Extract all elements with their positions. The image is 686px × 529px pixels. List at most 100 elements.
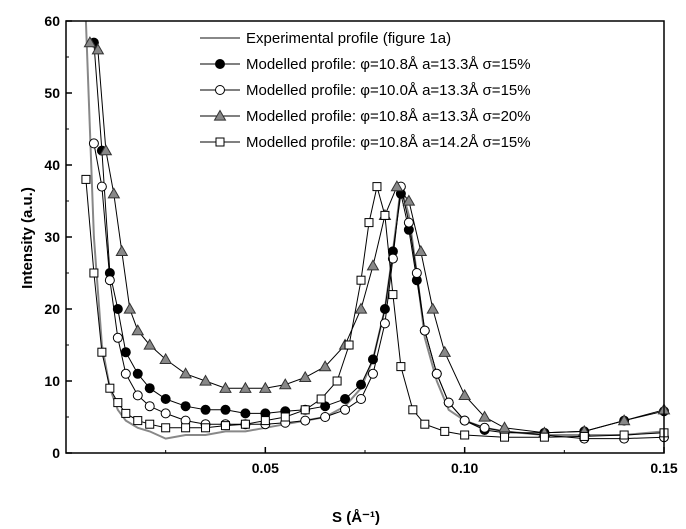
legend-entry: Modelled profile: φ=10.0Å a=13.3Å σ=15%: [200, 82, 531, 99]
legend-swatch-marker: [213, 109, 227, 121]
x-tick-label: 0.10: [451, 460, 478, 476]
y-tick-label: 60: [44, 13, 60, 29]
series-3-point: [459, 415, 470, 426]
series-5-point: [113, 398, 123, 408]
series-3-point: [112, 332, 123, 343]
series-3-point: [411, 268, 422, 278]
legend-swatch-marker: [215, 137, 225, 147]
series-2-point: [112, 304, 123, 314]
series-4-point: [402, 194, 416, 206]
series-2-point: [220, 404, 231, 415]
series-3-point: [320, 412, 331, 422]
series-5-point: [260, 416, 270, 426]
series-4-point: [107, 187, 121, 199]
series-3-point: [379, 318, 390, 329]
series-5-point: [133, 416, 143, 426]
series-5-point: [201, 423, 211, 433]
series-3-point: [443, 397, 454, 408]
series-3-point: [88, 138, 99, 149]
series-3-line: [93, 143, 665, 440]
y-tick-label: 50: [44, 85, 60, 101]
series-2-point: [340, 394, 351, 404]
series-4-point: [239, 381, 252, 393]
legend-swatch-marker: [215, 59, 225, 69]
series-5-point: [121, 408, 131, 418]
series-2-point: [180, 401, 191, 412]
series-5-point: [380, 210, 390, 220]
series-5-point: [300, 405, 310, 415]
series-3-point: [132, 390, 143, 401]
series-4-point: [179, 367, 192, 379]
legend: Experimental profile (figure 1a) Modelled…: [200, 30, 531, 151]
y-tick-label: 10: [44, 373, 60, 389]
series-4-point: [159, 352, 173, 365]
series-layer: [81, 20, 671, 444]
series-5-line: [85, 179, 665, 438]
series-4-point: [278, 378, 292, 390]
series-4-point: [414, 244, 428, 257]
legend-label: Modelled profile: φ=10.8Å a=14.2Å σ=15%: [246, 134, 531, 151]
legend-entry: Modelled profile: φ=10.8Å a=14.2Å σ=15%: [200, 134, 531, 151]
series-5-point: [500, 432, 510, 442]
series-5-point: [145, 419, 155, 429]
series-5-point: [420, 419, 430, 429]
series-3-point: [479, 422, 490, 433]
legend-label: Modelled profile: φ=10.8Å a=13.3Å σ=15%: [246, 56, 531, 73]
x-tick-label: 0.05: [252, 460, 279, 476]
series-2-point: [379, 304, 390, 314]
series-5-point: [220, 421, 230, 431]
series-2-point: [132, 368, 143, 379]
series-3-point: [340, 404, 351, 415]
series-5-point: [408, 405, 418, 415]
series-3-point: [367, 368, 378, 379]
series-3-point: [300, 415, 311, 426]
series-2-point: [120, 347, 131, 358]
series-4-point: [478, 410, 491, 422]
x-axis-title: S (Å⁻¹): [332, 509, 380, 526]
legend-entry: Experimental profile (figure 1a): [200, 30, 451, 47]
legend-label: Experimental profile (figure 1a): [246, 30, 451, 47]
series-4-point: [458, 388, 472, 401]
series-2-point: [240, 408, 251, 419]
series-4-point: [318, 360, 332, 372]
series-3-point: [120, 368, 131, 379]
series-3-point: [144, 401, 155, 412]
y-tick-label: 20: [44, 301, 60, 317]
y-axis-title: Intensity (a.u.): [19, 187, 36, 289]
series-3-point: [356, 394, 367, 404]
series-4: [83, 36, 671, 438]
series-5-point: [97, 347, 107, 357]
series-5-point: [316, 394, 326, 404]
series-2-point: [200, 404, 211, 415]
series-3-point: [96, 181, 107, 192]
series-5-point: [161, 423, 171, 433]
series-4-point: [131, 324, 145, 336]
series-2-line: [93, 42, 665, 434]
series-5-point: [356, 275, 366, 285]
series-5-point: [579, 431, 589, 441]
series-3-point: [403, 217, 414, 228]
series-4-point: [426, 302, 440, 314]
series-4-point: [219, 381, 232, 393]
series-4-point: [115, 244, 129, 257]
series-4-point: [258, 381, 272, 393]
series-5-point: [364, 218, 374, 228]
series-5-point: [89, 268, 99, 278]
series-4-point: [617, 414, 631, 426]
series-4-point: [298, 370, 312, 383]
series-5-point: [81, 174, 91, 184]
series-2-point: [356, 379, 367, 390]
series-4-point: [390, 180, 404, 192]
series-3-point: [104, 275, 115, 286]
legend-label: Modelled profile: φ=10.0Å a=13.3Å σ=15%: [246, 82, 531, 99]
legend-swatch-marker: [215, 85, 225, 95]
series-5-point: [372, 182, 382, 192]
series-5-point: [539, 432, 549, 442]
series-5-point: [460, 430, 470, 440]
series-5-point: [240, 419, 250, 429]
legend-label: Modelled profile: φ=10.8Å a=13.3Å σ=20%: [246, 108, 531, 125]
series-3-point: [419, 325, 430, 336]
series-4-point: [366, 259, 380, 271]
series-5-point: [344, 340, 354, 350]
